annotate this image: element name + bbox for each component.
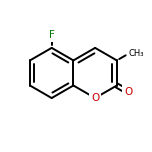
Text: F: F: [49, 30, 55, 40]
Text: O: O: [91, 93, 99, 103]
Text: CH₃: CH₃: [128, 49, 143, 59]
Text: O: O: [124, 87, 132, 97]
